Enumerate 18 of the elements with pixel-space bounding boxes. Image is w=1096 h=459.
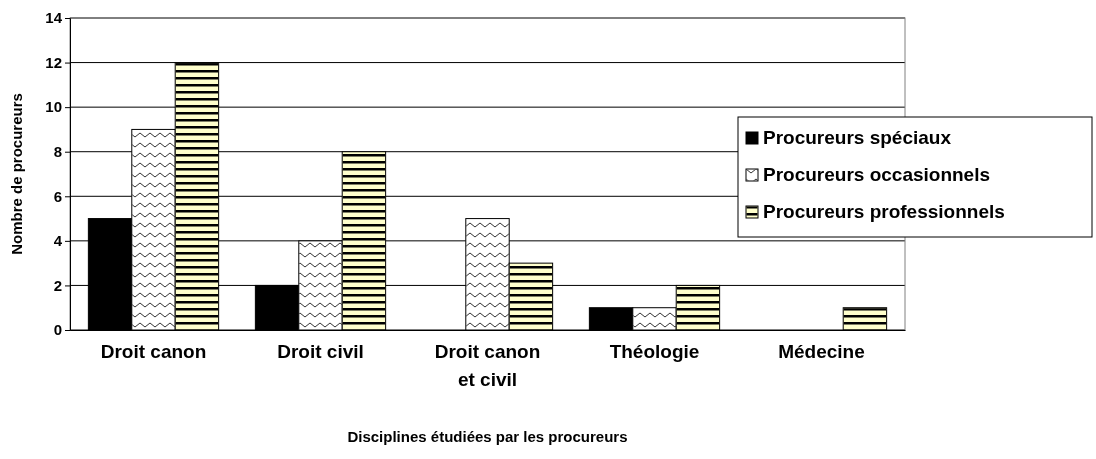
x-axis-title: Disciplines étudiées par les procureurs [347,428,628,445]
y-tick-label: 2 [53,276,62,294]
x-tick-label: Droit civil [277,341,364,362]
legend-label: Procureurs occasionnels [763,164,991,185]
y-tick-label: 14 [45,9,63,27]
legend-label: Procureurs professionnels [763,201,1005,222]
x-tick-label: Droit canon et civil [434,341,541,390]
y-axis-title: Nombre de procureurs [8,93,25,255]
y-tick-label: 12 [45,53,62,71]
legend-label: Procureurs spéciaux [763,127,952,148]
x-tick-label: Médecine [778,341,865,362]
y-tick-label: 8 [53,143,62,161]
y-tick-label: 10 [45,98,62,116]
y-tick-label: 6 [53,187,62,205]
x-tick-label: Théologie [609,341,700,362]
x-tick-label: Droit canon [100,341,207,362]
y-tick-label: 0 [53,321,62,339]
y-tick-label: 4 [53,232,63,250]
